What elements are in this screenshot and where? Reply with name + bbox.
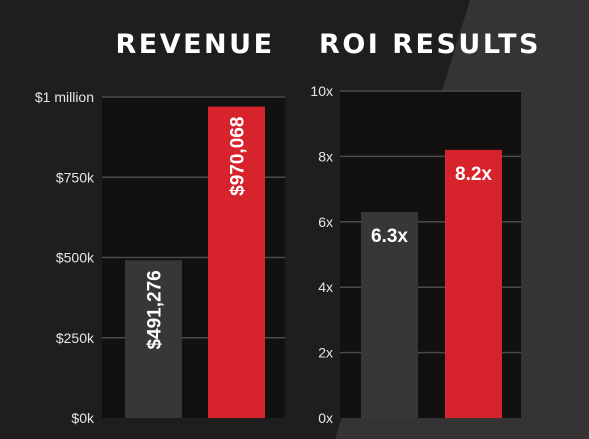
chart-title: ROI RESULTS [319,29,541,60]
chart-title: REVENUE [115,29,274,60]
bar [361,211,418,418]
data-label: $970,068 [228,117,249,196]
revenue-chart: $0k $250k $500k $750k $1 million REVENUE $491,… [35,29,285,426]
roi-chart: 0x 2x 4x 6x 8x 10x ROI RESULTS 6.3x 8.2x [310,29,541,426]
y-tick-label: 6x [318,214,333,230]
data-label: 6.3x [371,226,408,247]
y-tick-label: 0x [318,410,333,426]
y-tick-label: $500k [56,250,95,266]
y-tick-label: $750k [56,169,95,185]
bar [445,149,502,419]
y-tick-label: $1 million [35,89,94,105]
y-tick-label: $0k [71,410,95,426]
bar [125,260,182,418]
y-tick-label: 4x [318,279,333,295]
bar [208,106,265,419]
data-label: $491,276 [145,270,166,349]
data-label: 8.2x [455,164,492,185]
y-tick-label: 10x [310,83,333,99]
y-tick-label: 8x [318,148,333,164]
y-tick-label: 2x [318,345,333,361]
y-tick-label: $250k [56,330,95,346]
